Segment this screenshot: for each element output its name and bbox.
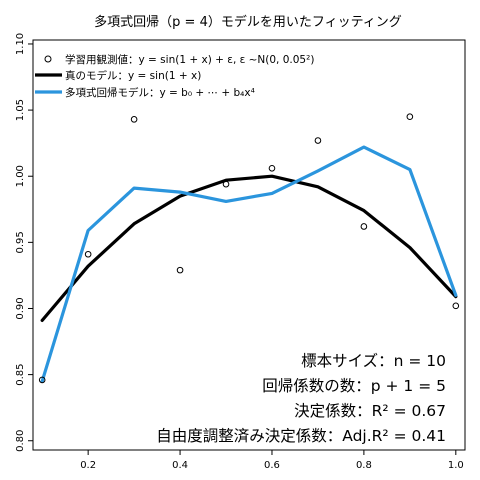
legend-points-symbol xyxy=(44,55,52,63)
observation-point xyxy=(360,223,368,230)
observation-point xyxy=(176,266,184,274)
x-tick-label: 0.4 xyxy=(172,460,188,471)
y-tick-label: 1.05 xyxy=(15,99,26,121)
observation-point xyxy=(452,302,460,310)
observation-point xyxy=(406,113,414,121)
annotation-sample-size: 標本サイズ：n = 10 xyxy=(301,352,446,370)
observation-point xyxy=(268,164,276,172)
poly-model-line xyxy=(40,145,458,383)
legend-points-label: 学習用観測値：y = sin(1 + x) + ε, ε ~N(0, 0.05²… xyxy=(65,53,314,66)
annotation-r-squared: 決定係数：R² = 0.67 xyxy=(294,402,446,420)
legend-poly-model-label: 多項式回帰モデル：y = b₀ + ⋯ + b₄x⁴ xyxy=(65,86,255,99)
plot-frame xyxy=(32,39,466,451)
legend-true-model-label: 真のモデル：y = sin(1 + x) xyxy=(65,69,201,82)
x-tick-label: 0.8 xyxy=(356,460,372,471)
annotation-coef-count: 回帰係数の数：p + 1 = 5 xyxy=(262,377,446,395)
x-tick-label: 1.0 xyxy=(448,460,464,471)
series-layer xyxy=(38,113,460,384)
observation-point xyxy=(38,376,46,384)
y-tick-label: 0.85 xyxy=(15,363,26,385)
annotation-adj-r-squared: 自由度調整済み決定係数：Adj.R² = 0.41 xyxy=(156,427,446,445)
observation-point xyxy=(130,116,138,123)
x-tick-label: 0.2 xyxy=(80,460,96,471)
annotations: 標本サイズ：n = 10 回帰係数の数：p + 1 = 5 決定係数：R² = … xyxy=(156,352,446,445)
observation-point xyxy=(222,180,230,188)
y-tick-label: 0.95 xyxy=(15,231,26,253)
y-tick-label: 0.80 xyxy=(15,430,26,452)
true-model-line xyxy=(40,174,458,322)
y-tick-label: 1.10 xyxy=(15,33,26,55)
legend: 学習用観測値：y = sin(1 + x) + ε, ε ~N(0, 0.05²… xyxy=(35,53,314,99)
chart-title: 多項式回帰（p = 4）モデルを用いたフィッティング xyxy=(94,14,402,30)
axes: 0.2 0.4 0.6 0.8 1.0 0.80 0.85 0.90 0.95 1.00 1.05 1… xyxy=(15,33,464,471)
y-tick-label: 0.90 xyxy=(15,297,26,319)
y-tick-label: 1.00 xyxy=(15,165,26,187)
observation-point xyxy=(314,137,322,144)
x-tick-label: 0.6 xyxy=(264,460,280,471)
observation-point xyxy=(84,250,92,258)
